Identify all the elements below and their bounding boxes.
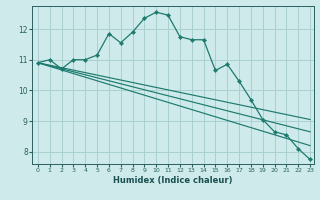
X-axis label: Humidex (Indice chaleur): Humidex (Indice chaleur) [113,176,233,185]
